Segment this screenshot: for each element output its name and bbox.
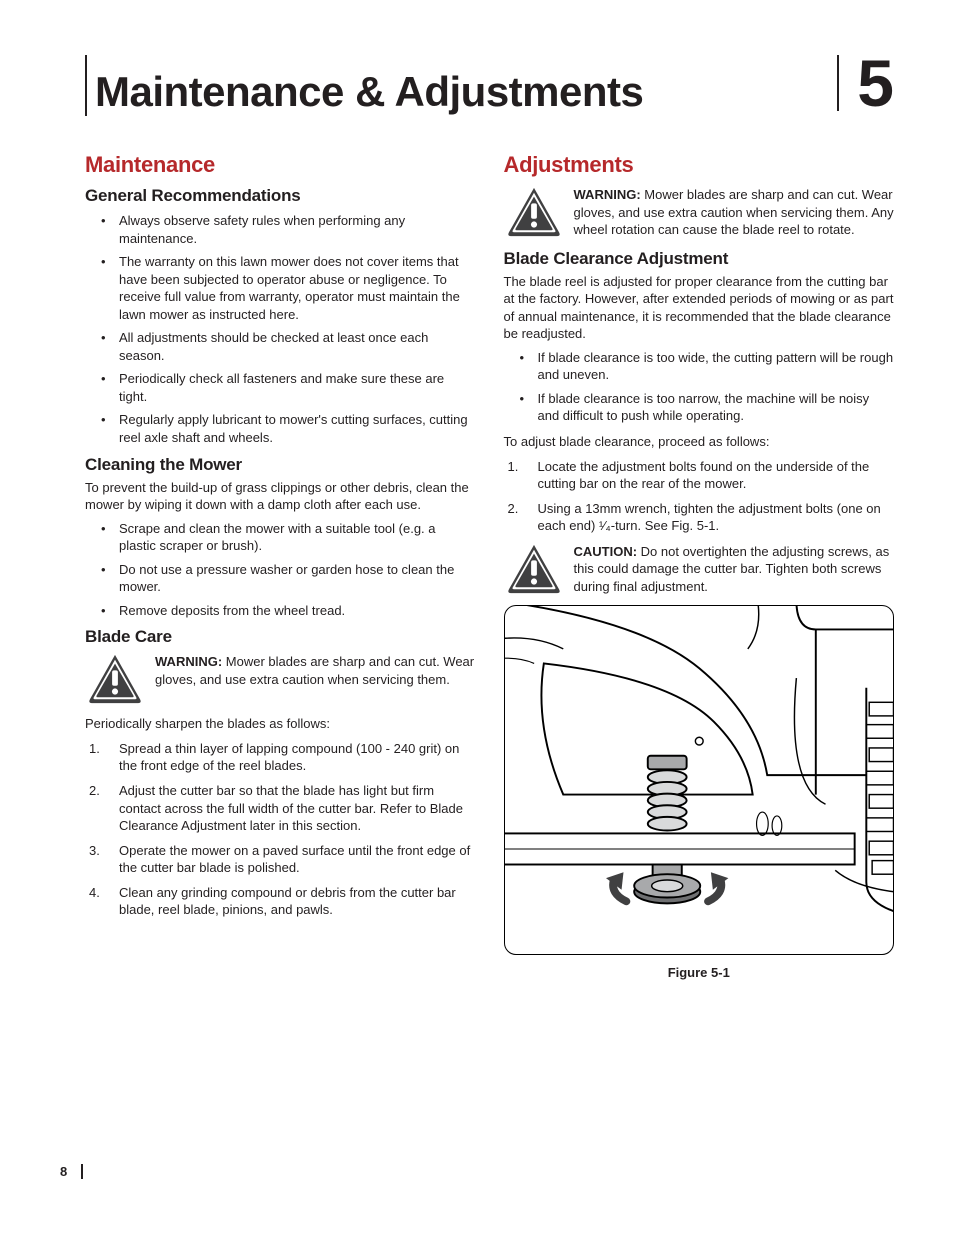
list-general: Always observe safety rules when perform… <box>85 212 476 447</box>
warning-callout: WARNING: Mower blades are sharp and can … <box>504 186 895 239</box>
list-item: Scrape and clean the mower with a suitab… <box>85 520 476 555</box>
page-number: 8 <box>60 1164 83 1179</box>
warning-icon <box>85 653 145 705</box>
subhead-cleaning: Cleaning the Mower <box>85 455 476 475</box>
list-item: The warranty on this lawn mower does not… <box>85 253 476 323</box>
warning-icon <box>504 543 564 595</box>
steps-bladecare: Spread a thin layer of lapping compound … <box>85 740 476 919</box>
list-item: Periodically check all fasteners and mak… <box>85 370 476 405</box>
figure-caption: Figure 5-1 <box>504 965 895 980</box>
list-item: If blade clearance is too wide, the cutt… <box>504 349 895 384</box>
list-item: Locate the adjustment bolts found on the… <box>504 458 895 493</box>
list-item: Spread a thin layer of lapping compound … <box>85 740 476 775</box>
list-item: If blade clearance is too narrow, the ma… <box>504 390 895 425</box>
list-item: Operate the mower on a paved surface unt… <box>85 842 476 877</box>
list-item: Regularly apply lubricant to mower's cut… <box>85 411 476 446</box>
subhead-general: General Recommendations <box>85 186 476 206</box>
list-item: Using a 13mm wrench, tighten the adjustm… <box>504 500 895 535</box>
content-columns: Maintenance General Recommendations Alwa… <box>85 152 894 980</box>
steps-clearance: Locate the adjustment bolts found on the… <box>504 458 895 535</box>
list-item: Always observe safety rules when perform… <box>85 212 476 247</box>
body-text: The blade reel is adjusted for proper cl… <box>504 273 895 343</box>
left-column: Maintenance General Recommendations Alwa… <box>85 152 476 980</box>
figure-illustration <box>505 606 894 954</box>
chapter-header: Maintenance & Adjustments 5 <box>85 55 894 116</box>
section-adjustments: Adjustments <box>504 152 895 178</box>
warning-callout: WARNING: Mower blades are sharp and can … <box>85 653 476 705</box>
warning-text: WARNING: Mower blades are sharp and can … <box>155 653 476 705</box>
list-clearance: If blade clearance is too wide, the cutt… <box>504 349 895 425</box>
warning-icon <box>504 186 564 238</box>
figure-5-1 <box>504 605 895 955</box>
page-title: Maintenance & Adjustments <box>95 68 837 116</box>
body-text: To prevent the build-up of grass clippin… <box>85 479 476 514</box>
chapter-number: 5 <box>837 55 894 111</box>
right-column: Adjustments WARNING: Mower blades are sh… <box>504 152 895 980</box>
subhead-clearance: Blade Clearance Adjustment <box>504 249 895 269</box>
list-cleaning: Scrape and clean the mower with a suitab… <box>85 520 476 620</box>
caution-text: CAUTION: Do not overtighten the adjustin… <box>574 543 895 596</box>
subhead-bladecare: Blade Care <box>85 627 476 647</box>
body-text: Periodically sharpen the blades as follo… <box>85 715 476 733</box>
list-item: Adjust the cutter bar so that the blade … <box>85 782 476 835</box>
warning-text: WARNING: Mower blades are sharp and can … <box>574 186 895 239</box>
list-item: Remove deposits from the wheel tread. <box>85 602 476 620</box>
caution-callout: CAUTION: Do not overtighten the adjustin… <box>504 543 895 596</box>
body-text: To adjust blade clearance, proceed as fo… <box>504 433 895 451</box>
section-maintenance: Maintenance <box>85 152 476 178</box>
list-item: Do not use a pressure washer or garden h… <box>85 561 476 596</box>
list-item: All adjustments should be checked at lea… <box>85 329 476 364</box>
list-item: Clean any grinding compound or debris fr… <box>85 884 476 919</box>
